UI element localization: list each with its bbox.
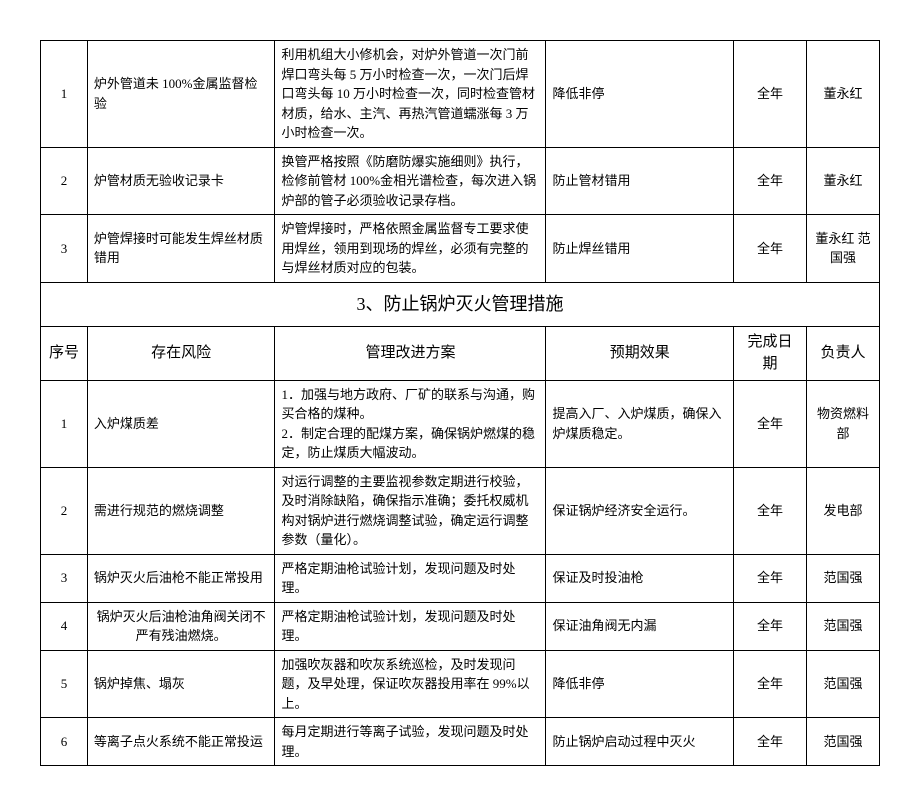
table-row: 2 需进行规范的燃烧调整 对运行调整的主要监视参数定期进行校验，及时消除缺陷，确… <box>41 467 880 554</box>
row-plan: 炉管焊接时，严格依照金属监督专工要求使用焊丝，领用到现场的焊丝，必须有完整的与焊… <box>275 215 546 283</box>
table-row: 4 锅炉灭火后油枪油角阀关闭不严有残油燃烧。 严格定期油枪试验计划，发现问题及时… <box>41 602 880 650</box>
row-effect: 防止管材错用 <box>546 147 734 215</box>
row-effect: 保证锅炉经济安全运行。 <box>546 467 734 554</box>
row-person: 范国强 <box>807 602 880 650</box>
table-row: 1 入炉煤质差 1．加强与地方政府、厂矿的联系与沟通，购买合格的煤种。 2．制定… <box>41 380 880 467</box>
row-person: 发电部 <box>807 467 880 554</box>
row-effect: 保证油角阀无内漏 <box>546 602 734 650</box>
row-risk: 炉外管道未 100%金属监督检验 <box>87 41 275 148</box>
header-date: 完成日期 <box>734 326 807 380</box>
row-effect: 保证及时投油枪 <box>546 554 734 602</box>
row-date: 全年 <box>734 41 807 148</box>
row-num: 2 <box>41 147 88 215</box>
header-person: 负责人 <box>807 326 880 380</box>
row-person: 董永红 <box>807 147 880 215</box>
row-date: 全年 <box>734 602 807 650</box>
row-effect: 降低非停 <box>546 650 734 718</box>
row-person: 范国强 <box>807 554 880 602</box>
row-effect: 防止锅炉启动过程中灭火 <box>546 718 734 766</box>
row-effect: 降低非停 <box>546 41 734 148</box>
row-date: 全年 <box>734 650 807 718</box>
row-person: 董永红 <box>807 41 880 148</box>
table-row: 2 炉管材质无验收记录卡 换管严格按照《防磨防爆实施细则》执行，检修前管材 10… <box>41 147 880 215</box>
row-person: 物资燃料部 <box>807 380 880 467</box>
row-risk: 需进行规范的燃烧调整 <box>87 467 275 554</box>
row-date: 全年 <box>734 215 807 283</box>
section-title-row: 3、防止锅炉灭火管理措施 <box>41 282 880 326</box>
header-effect: 预期效果 <box>546 326 734 380</box>
row-risk: 入炉煤质差 <box>87 380 275 467</box>
table-row: 1 炉外管道未 100%金属监督检验 利用机组大小修机会，对炉外管道一次门前焊口… <box>41 41 880 148</box>
row-risk: 锅炉掉焦、塌灰 <box>87 650 275 718</box>
row-num: 1 <box>41 41 88 148</box>
header-num: 序号 <box>41 326 88 380</box>
header-plan: 管理改进方案 <box>275 326 546 380</box>
row-num: 2 <box>41 467 88 554</box>
row-person: 董永红 范国强 <box>807 215 880 283</box>
row-num: 5 <box>41 650 88 718</box>
row-num: 4 <box>41 602 88 650</box>
measures-table: 1 炉外管道未 100%金属监督检验 利用机组大小修机会，对炉外管道一次门前焊口… <box>40 40 880 766</box>
row-num: 1 <box>41 380 88 467</box>
row-num: 3 <box>41 215 88 283</box>
row-plan: 每月定期进行等离子试验，发现问题及时处理。 <box>275 718 546 766</box>
table-row: 3 锅炉灭火后油枪不能正常投用 严格定期油枪试验计划，发现问题及时处理。 保证及… <box>41 554 880 602</box>
row-risk: 锅炉灭火后油枪油角阀关闭不严有残油燃烧。 <box>87 602 275 650</box>
header-risk: 存在风险 <box>87 326 275 380</box>
row-risk: 锅炉灭火后油枪不能正常投用 <box>87 554 275 602</box>
row-risk: 炉管焊接时可能发生焊丝材质错用 <box>87 215 275 283</box>
row-date: 全年 <box>734 380 807 467</box>
table-row: 6 等离子点火系统不能正常投运 每月定期进行等离子试验，发现问题及时处理。 防止… <box>41 718 880 766</box>
row-effect: 防止焊丝错用 <box>546 215 734 283</box>
row-date: 全年 <box>734 718 807 766</box>
row-plan: 换管严格按照《防磨防爆实施细则》执行，检修前管材 100%金相光谱检查，每次进入… <box>275 147 546 215</box>
row-num: 3 <box>41 554 88 602</box>
table-row: 3 炉管焊接时可能发生焊丝材质错用 炉管焊接时，严格依照金属监督专工要求使用焊丝… <box>41 215 880 283</box>
row-person: 范国强 <box>807 650 880 718</box>
row-date: 全年 <box>734 147 807 215</box>
row-plan: 严格定期油枪试验计划，发现问题及时处理。 <box>275 602 546 650</box>
section-title: 3、防止锅炉灭火管理措施 <box>41 282 880 326</box>
row-effect: 提高入厂、入炉煤质，确保入炉煤质稳定。 <box>546 380 734 467</box>
row-plan: 严格定期油枪试验计划，发现问题及时处理。 <box>275 554 546 602</box>
row-risk: 炉管材质无验收记录卡 <box>87 147 275 215</box>
table-row: 5 锅炉掉焦、塌灰 加强吹灰器和吹灰系统巡检，及时发现问题，及早处理，保证吹灰器… <box>41 650 880 718</box>
row-num: 6 <box>41 718 88 766</box>
row-date: 全年 <box>734 554 807 602</box>
row-risk: 等离子点火系统不能正常投运 <box>87 718 275 766</box>
row-plan: 1．加强与地方政府、厂矿的联系与沟通，购买合格的煤种。 2．制定合理的配煤方案，… <box>275 380 546 467</box>
table-header-row: 序号 存在风险 管理改进方案 预期效果 完成日期 负责人 <box>41 326 880 380</box>
row-person: 范国强 <box>807 718 880 766</box>
row-plan: 利用机组大小修机会，对炉外管道一次门前焊口弯头每 5 万小时检查一次，一次门后焊… <box>275 41 546 148</box>
row-plan: 对运行调整的主要监视参数定期进行校验，及时消除缺陷，确保指示准确；委托权威机构对… <box>275 467 546 554</box>
row-date: 全年 <box>734 467 807 554</box>
row-plan: 加强吹灰器和吹灰系统巡检，及时发现问题，及早处理，保证吹灰器投用率在 99%以上… <box>275 650 546 718</box>
